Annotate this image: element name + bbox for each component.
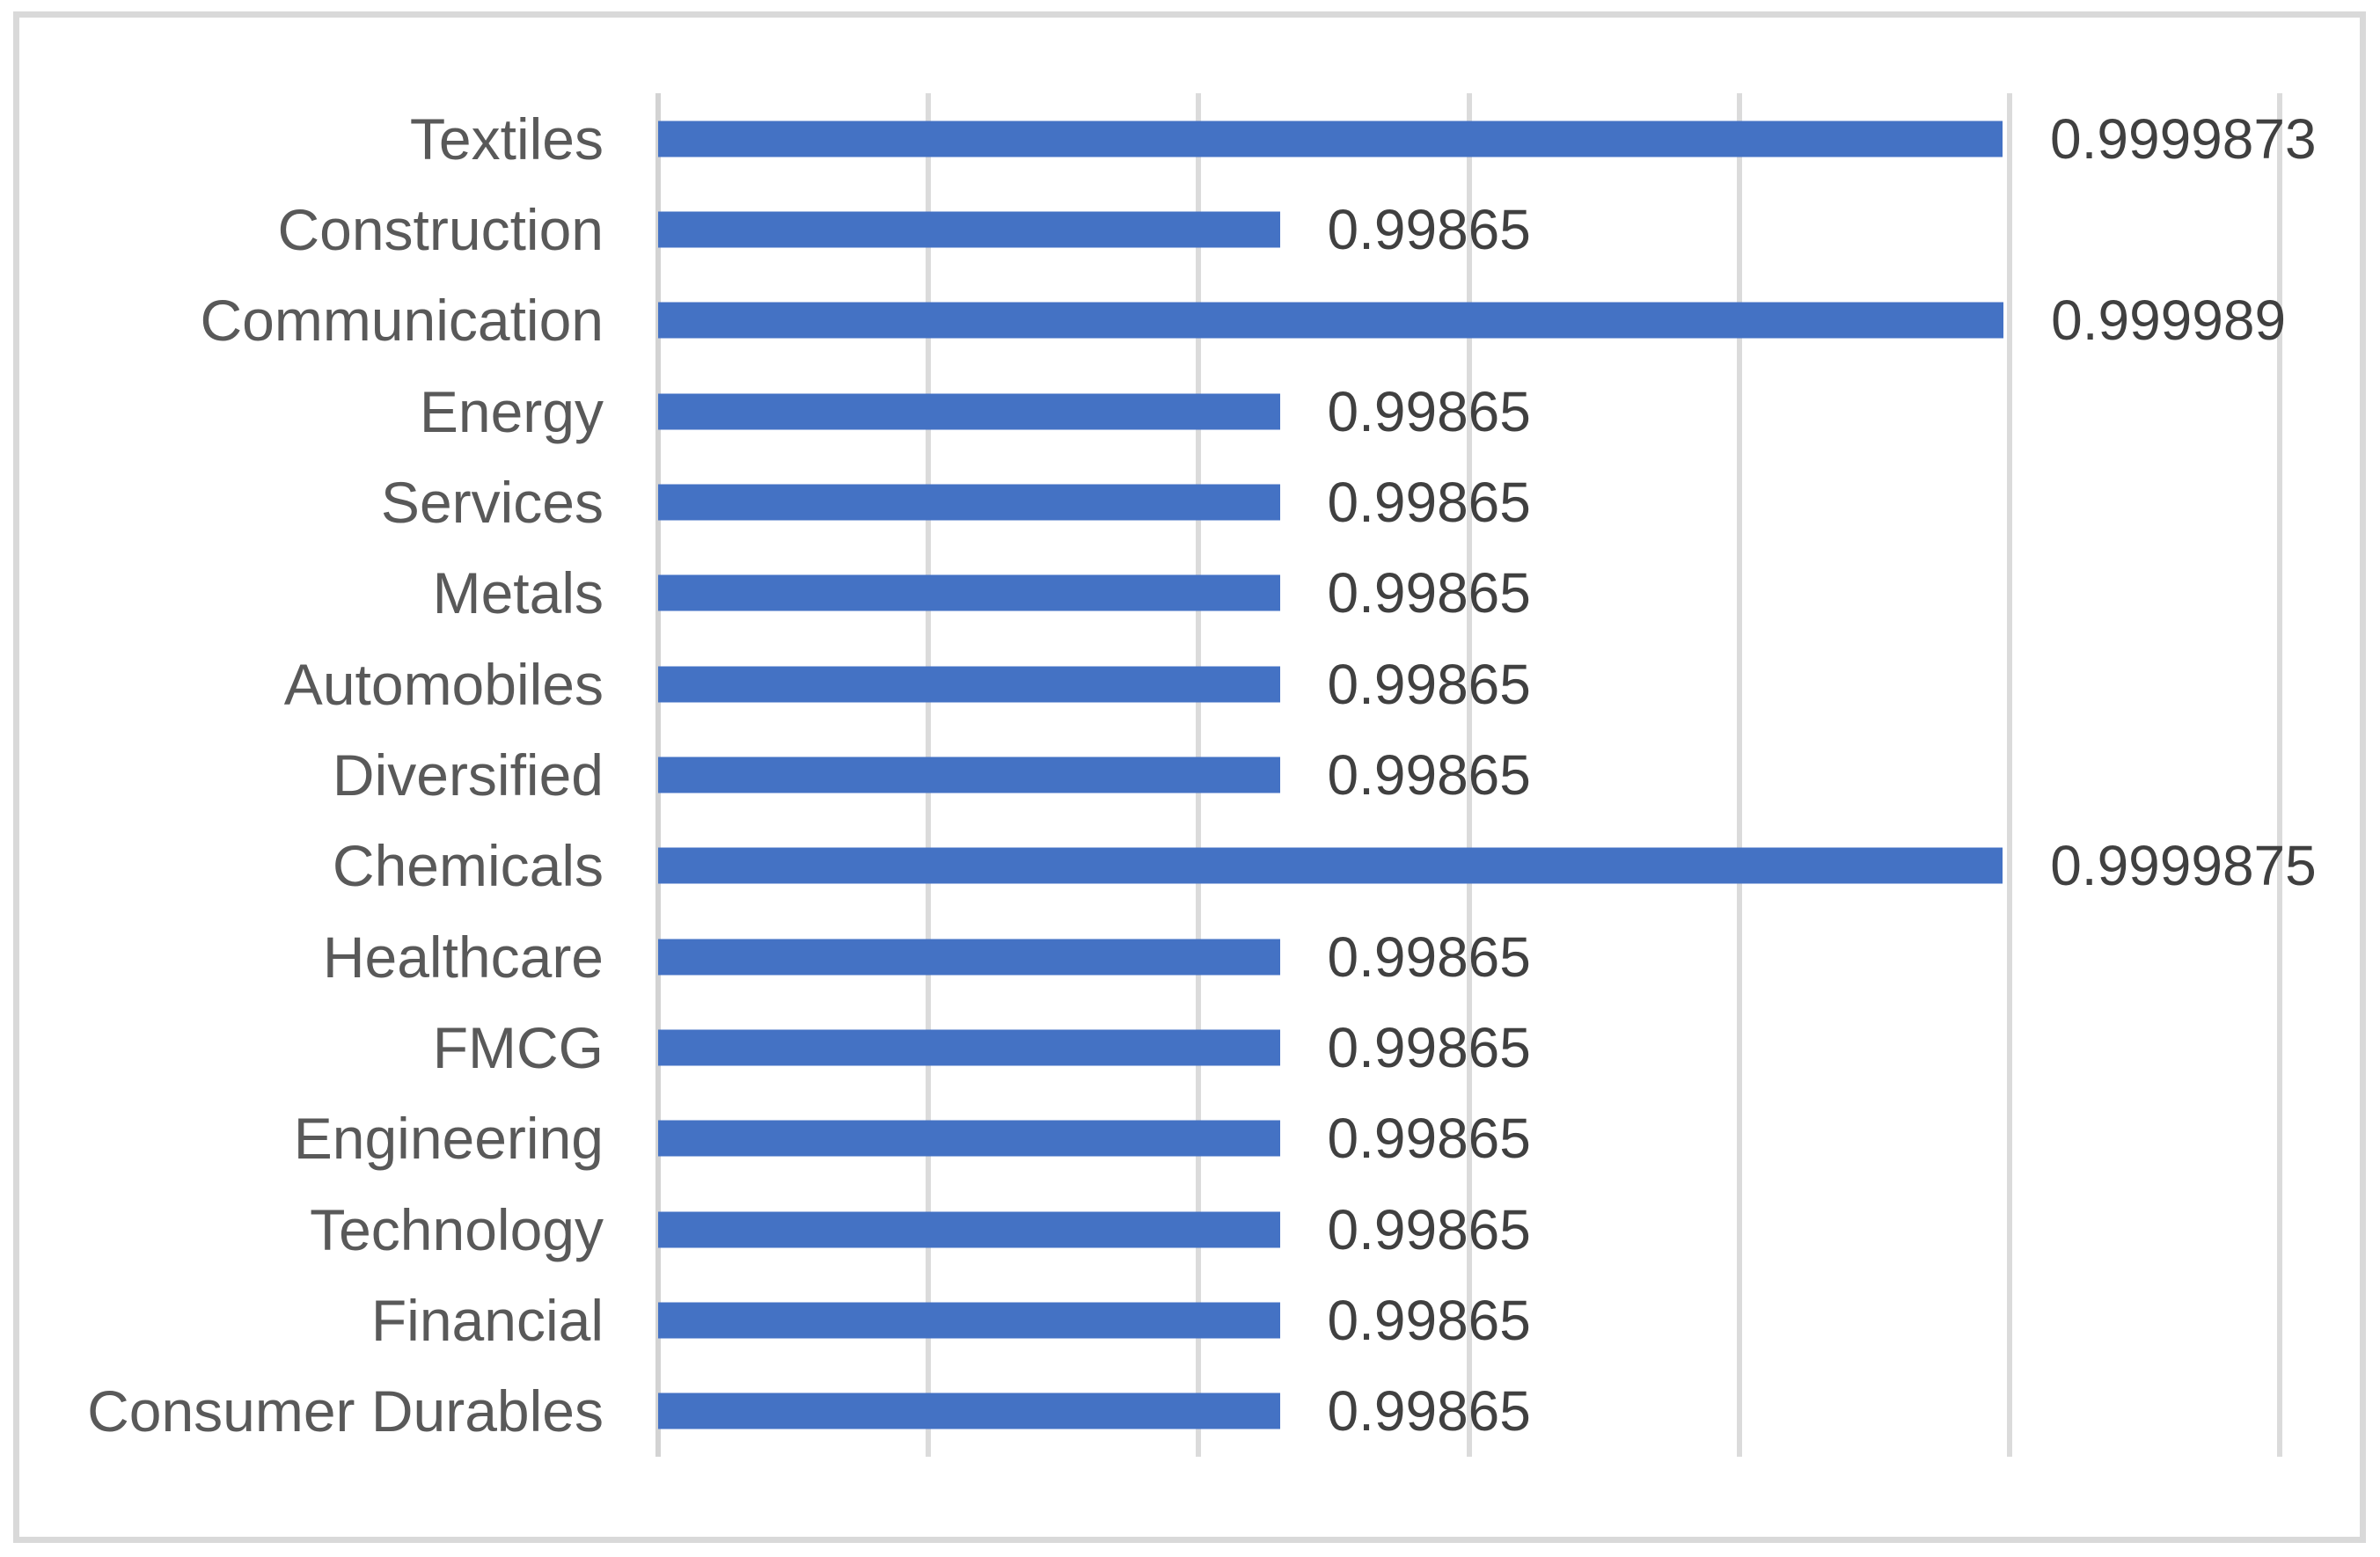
- category-label: Automobiles: [283, 651, 604, 717]
- bar-track: 0.9999875: [658, 821, 2360, 911]
- category-label: Diversified: [332, 742, 604, 808]
- chart-row: Communication 0.999989: [19, 275, 2360, 366]
- category-label: Services: [380, 469, 604, 535]
- bar: [658, 939, 1280, 976]
- bar: [658, 1302, 1280, 1339]
- value-label: 0.99865: [1327, 925, 1531, 989]
- value-label: 0.99865: [1327, 1197, 1531, 1261]
- category-label: FMCG: [432, 1014, 604, 1080]
- value-label: 0.99865: [1327, 652, 1531, 716]
- value-label: 0.999989: [2051, 289, 2287, 353]
- chart-row: Services 0.99865: [19, 457, 2360, 547]
- value-label: 0.9999873: [2050, 106, 2317, 171]
- bar: [658, 847, 2003, 884]
- bar-track: 0.99865: [658, 639, 2360, 729]
- chart-row: Chemicals 0.9999875: [19, 821, 2360, 911]
- bar: [658, 574, 1280, 611]
- bar: [658, 1120, 1280, 1157]
- bar-track: 0.99865: [658, 1275, 2360, 1365]
- bar: [658, 1211, 1280, 1248]
- chart-row: Metals 0.99865: [19, 548, 2360, 639]
- chart-rows: Textiles 0.9999873 Construction 0.99865 Comm…: [19, 93, 2360, 1457]
- value-label: 0.99865: [1327, 561, 1531, 625]
- bar-track: 0.99865: [658, 1366, 2360, 1457]
- chart-row: Construction 0.99865: [19, 184, 2360, 274]
- chart-row: Automobiles 0.99865: [19, 639, 2360, 729]
- category-label: Construction: [277, 196, 604, 262]
- value-label: 0.99865: [1327, 1107, 1531, 1171]
- bar: [658, 211, 1280, 248]
- category-label: Financial: [370, 1287, 604, 1353]
- value-label: 0.99865: [1327, 379, 1531, 443]
- value-label: 0.9999875: [2050, 834, 2317, 898]
- bar-track: 0.99865: [658, 548, 2360, 639]
- bar-track: 0.99865: [658, 729, 2360, 820]
- chart-row: Technology 0.99865: [19, 1184, 2360, 1275]
- bar: [658, 393, 1280, 430]
- bar: [658, 484, 1280, 521]
- category-label: Engineering: [293, 1106, 604, 1172]
- bar-track: 0.99865: [658, 184, 2360, 274]
- chart-frame: Textiles 0.9999873 Construction 0.99865 Comm…: [13, 11, 2366, 1543]
- bar-track: 0.99865: [658, 1002, 2360, 1093]
- bar-track: 0.99865: [658, 457, 2360, 547]
- bar: [658, 121, 2003, 157]
- bar: [658, 302, 2004, 339]
- bar-track: 0.99865: [658, 911, 2360, 1002]
- category-label: Healthcare: [322, 924, 604, 990]
- chart-row: Engineering 0.99865: [19, 1093, 2360, 1184]
- chart-row: Healthcare 0.99865: [19, 911, 2360, 1002]
- chart-row: Textiles 0.9999873: [19, 93, 2360, 184]
- value-label: 0.99865: [1327, 197, 1531, 261]
- bar-track: 0.99865: [658, 1184, 2360, 1275]
- category-label: Consumer Durables: [87, 1378, 604, 1444]
- category-label: Communication: [200, 288, 604, 354]
- chart-row: Diversified 0.99865: [19, 729, 2360, 820]
- value-label: 0.99865: [1327, 742, 1531, 807]
- category-label: Textiles: [409, 106, 604, 172]
- value-label: 0.99865: [1327, 1288, 1531, 1352]
- value-label: 0.99865: [1327, 470, 1531, 534]
- bar-track: 0.9999873: [658, 93, 2360, 184]
- bar: [658, 1393, 1280, 1429]
- chart-row: Energy 0.99865: [19, 366, 2360, 457]
- chart-row: Consumer Durables 0.99865: [19, 1366, 2360, 1457]
- category-label: Technology: [310, 1196, 604, 1262]
- bar-track: 0.999989: [658, 275, 2360, 366]
- bar-track: 0.99865: [658, 1093, 2360, 1184]
- value-label: 0.99865: [1327, 1015, 1531, 1079]
- category-label: Metals: [432, 560, 604, 626]
- chart-row: Financial 0.99865: [19, 1275, 2360, 1365]
- bar: [658, 1029, 1280, 1066]
- chart-row: FMCG 0.99865: [19, 1002, 2360, 1093]
- bar-track: 0.99865: [658, 366, 2360, 457]
- category-label: Chemicals: [332, 833, 604, 899]
- bar: [658, 757, 1280, 793]
- value-label: 0.99865: [1327, 1379, 1531, 1444]
- category-label: Energy: [419, 378, 604, 444]
- bar: [658, 666, 1280, 703]
